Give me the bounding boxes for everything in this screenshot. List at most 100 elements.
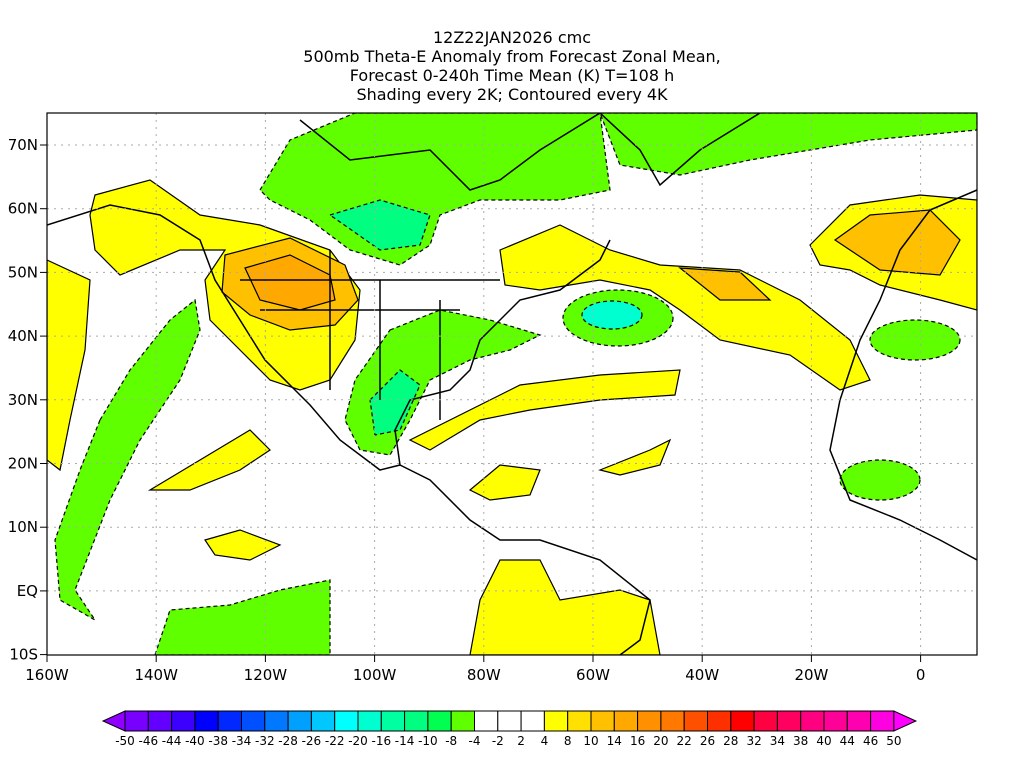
colorbar-label: 34 — [770, 734, 785, 748]
teal-core-atlantic — [581, 300, 643, 330]
lon-tick-label: 0 — [916, 666, 926, 684]
colorbar-swatch — [567, 710, 592, 732]
green-region-south-pacific — [154, 579, 331, 655]
yellow-region-pacific-west — [47, 259, 91, 472]
orange-region-europe — [833, 209, 961, 276]
lat-tick-label: 60N — [8, 200, 38, 218]
colorbar-swatch — [241, 710, 266, 732]
colorbar-label: -46 — [138, 734, 158, 748]
colorbar-label: 38 — [793, 734, 808, 748]
chart-title-line-4: Shading every 2K; Contoured every 4K — [356, 85, 668, 104]
lat-tick-label: EQ — [17, 582, 38, 600]
orange-core-nw-america — [244, 254, 336, 311]
colorbar-label: 4 — [541, 734, 549, 748]
colorbar-label: -10 — [418, 734, 438, 748]
colorbar-swatch — [334, 710, 359, 732]
colorbar-swatch — [287, 710, 312, 732]
lat-tick-label: 70N — [8, 136, 38, 154]
us-state-borders — [240, 250, 500, 420]
colorbar-swatch — [613, 710, 639, 732]
shaded-anomalies — [47, 113, 977, 655]
colorbar-swatch — [124, 710, 149, 732]
colorbar-label: -20 — [348, 734, 368, 748]
colorbar-label: 40 — [816, 734, 831, 748]
colorbar-label: 28 — [723, 734, 738, 748]
colorbar-label: 10 — [583, 734, 598, 748]
colorbar-swatch — [474, 710, 499, 732]
colorbar-label: -2 — [492, 734, 504, 748]
colorbar-label: -50 — [115, 734, 135, 748]
colorbar-label: -38 — [208, 734, 228, 748]
colorbar-label: -44 — [162, 734, 182, 748]
coastlines — [47, 113, 977, 655]
colorbar-label: 46 — [863, 734, 878, 748]
colorbar-swatch — [520, 710, 545, 732]
lon-tick-label: 100W — [353, 666, 397, 684]
colorbar-swatch — [543, 710, 569, 732]
colorbar-swatch — [171, 710, 196, 732]
colorbar-swatch — [800, 710, 825, 732]
lon-tick-label: 40W — [685, 666, 719, 684]
yellow-band-pacific — [147, 429, 271, 491]
green-core-canada — [328, 199, 431, 251]
grid-lines — [47, 113, 977, 655]
green-region-africa — [839, 459, 921, 501]
chart-title-line-3: Forecast 0-240h Time Mean (K) T=108 h — [349, 66, 675, 85]
axis-ticks: 160W 140W 120W 100W 80W 60W 40W 20W 0 70N 60N 50N 40… — [8, 136, 926, 684]
colorbar-swatch — [846, 710, 872, 732]
colorbar-label: 26 — [700, 734, 715, 748]
colorbar-label: -28 — [278, 734, 298, 748]
colorbar-swatch — [823, 710, 848, 732]
colorbar: -50 -46 -44 -40 -38 -34 -32 -28 -26 -22 -20 -16 -14-… — [101, 710, 918, 748]
lon-tick-label: 140W — [134, 666, 178, 684]
colorbar-swatch — [310, 710, 336, 732]
colorbar-swatch — [637, 710, 662, 732]
chart-title-line-1: 12Z22JAN2026 cmc — [432, 28, 591, 47]
colorbar-label: 8 — [564, 734, 572, 748]
colorbar-swatch — [776, 710, 802, 732]
yellow-band-subtropical — [408, 369, 681, 451]
colorbar-label: 2 — [517, 734, 525, 748]
colorbar-label: -8 — [445, 734, 457, 748]
chart-title-line-2: 500mb Theta-E Anomaly from Forecast Zona… — [303, 47, 721, 66]
lon-tick-label: 120W — [244, 666, 288, 684]
lat-tick-label: 30N — [8, 391, 38, 409]
colorbar-swatch — [660, 710, 685, 732]
colorbar-swatch — [450, 710, 476, 732]
lat-tick-label: 20N — [8, 455, 38, 473]
colorbar-label: 44 — [840, 734, 855, 748]
colorbar-label: -40 — [185, 734, 205, 748]
colorbar-label: 50 — [886, 734, 901, 748]
colorbar-swatch — [427, 710, 452, 732]
lon-tick-label: 80W — [467, 666, 501, 684]
colorbar-label: -22 — [325, 734, 345, 748]
yellow-region-caribbean — [468, 464, 541, 501]
colorbar-swatch — [590, 710, 615, 732]
colorbar-label: 16 — [630, 734, 645, 748]
lat-tick-label: 40N — [8, 327, 38, 345]
colorbar-label: -32 — [255, 734, 275, 748]
colorbar-label: 22 — [677, 734, 692, 748]
yellow-region-pacific-10n — [204, 529, 282, 561]
colorbar-swatch — [194, 710, 219, 732]
lat-tick-label: 10S — [9, 646, 38, 664]
colorbar-swatch — [404, 710, 429, 732]
colorbar-swatch — [870, 710, 895, 732]
lon-tick-label: 20W — [794, 666, 828, 684]
colorbar-swatch — [753, 710, 778, 732]
colorbar-swatch — [264, 710, 289, 732]
colorbar-swatch — [357, 710, 382, 732]
colorbar-swatch — [380, 710, 406, 732]
map-frame — [46, 112, 978, 656]
colorbar-label: -4 — [469, 734, 481, 748]
colorbar-label: -26 — [302, 734, 322, 748]
yellow-region-atlantic-20n — [598, 438, 672, 476]
green-region-mediterranean — [869, 319, 961, 361]
colorbar-swatch — [730, 710, 755, 732]
colorbar-swatch — [683, 710, 709, 732]
colorbar-right-arrow — [893, 710, 918, 732]
lat-tick-label: 10N — [8, 518, 38, 536]
yellow-region-south-america — [469, 559, 661, 655]
green-strip-pacific — [54, 298, 201, 621]
